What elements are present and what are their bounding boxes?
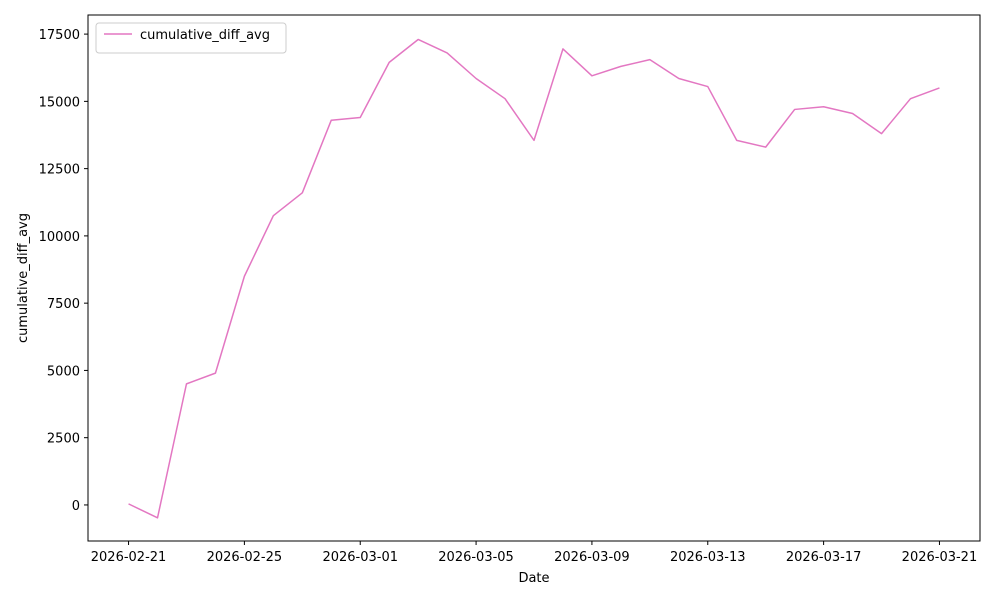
line-series <box>128 38 940 519</box>
x-tick-label: 2026-03-13 <box>670 550 746 565</box>
y-tick-label: 2500 <box>47 432 80 447</box>
y-tick-label: 0 <box>72 499 80 514</box>
x-tick-label: 2026-03-09 <box>554 550 630 565</box>
x-tick-label: 2026-02-21 <box>91 550 167 565</box>
x-tick-label: 2026-03-17 <box>786 550 862 565</box>
y-tick-label: 17500 <box>39 28 80 43</box>
y-tick-label: 10000 <box>39 230 80 245</box>
x-tick-label: 2026-02-25 <box>207 550 283 565</box>
x-tick-label: 2026-03-21 <box>902 550 978 565</box>
y-tick-label: 15000 <box>39 95 80 110</box>
x-tick-label: 2026-03-05 <box>438 550 514 565</box>
y-tick-label: 5000 <box>47 364 80 379</box>
legend-label: cumulative_diff_avg <box>140 28 270 43</box>
legend-box <box>95 22 287 54</box>
y-tick-label: 7500 <box>47 297 80 312</box>
y-axis-label: cumulative_diff_avg <box>16 213 31 343</box>
plot-frame <box>87 14 981 542</box>
x-axis-label: Date <box>518 571 549 586</box>
x-tick-label: 2026-03-01 <box>322 550 398 565</box>
y-tick-label: 12500 <box>39 163 80 178</box>
